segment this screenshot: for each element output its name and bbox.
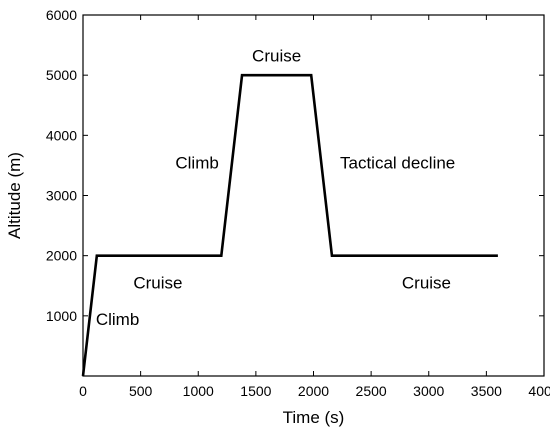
phase-annotations: Climb Cruise Climb Cruise Tactical decline Cr… <box>96 46 455 329</box>
x-axis-title: Time (s) <box>283 408 345 427</box>
altitude-line <box>81 73 498 377</box>
y-tick-label: 6000 <box>46 7 77 23</box>
phase-annotation: Cruise <box>402 274 451 293</box>
x-tick-label: 2000 <box>298 383 329 399</box>
y-tick-label: 1000 <box>46 308 77 324</box>
y-tick-label: 2000 <box>46 248 77 264</box>
y-tick-label: 3000 <box>46 188 77 204</box>
x-tick-label: 3000 <box>413 383 444 399</box>
plot-frame <box>82 14 545 377</box>
x-tick-label: 4000 <box>528 383 550 399</box>
phase-annotation: Cruise <box>133 274 182 293</box>
phase-annotation: Climb <box>175 153 218 172</box>
phase-annotation: Cruise <box>252 46 301 65</box>
y-tick-label: 5000 <box>46 67 77 83</box>
x-tick-label: 3500 <box>471 383 502 399</box>
x-tick-label: 500 <box>129 383 153 399</box>
x-tick-label: 1500 <box>240 383 271 399</box>
x-tick-label: 2500 <box>356 383 387 399</box>
x-tick-label: 0 <box>79 383 87 399</box>
phase-annotation: Tactical decline <box>340 153 455 172</box>
plot-area <box>81 14 545 377</box>
x-tick-label: 1000 <box>183 383 214 399</box>
phase-annotation: Climb <box>96 310 139 329</box>
y-axis-title: Altitude (m) <box>5 152 24 239</box>
axis-ticks <box>82 14 545 376</box>
tick-labels: 0 500 1000 1500 2000 2500 3000 3500 4000 1000 2000… <box>46 7 550 399</box>
y-tick-label: 4000 <box>46 127 77 143</box>
